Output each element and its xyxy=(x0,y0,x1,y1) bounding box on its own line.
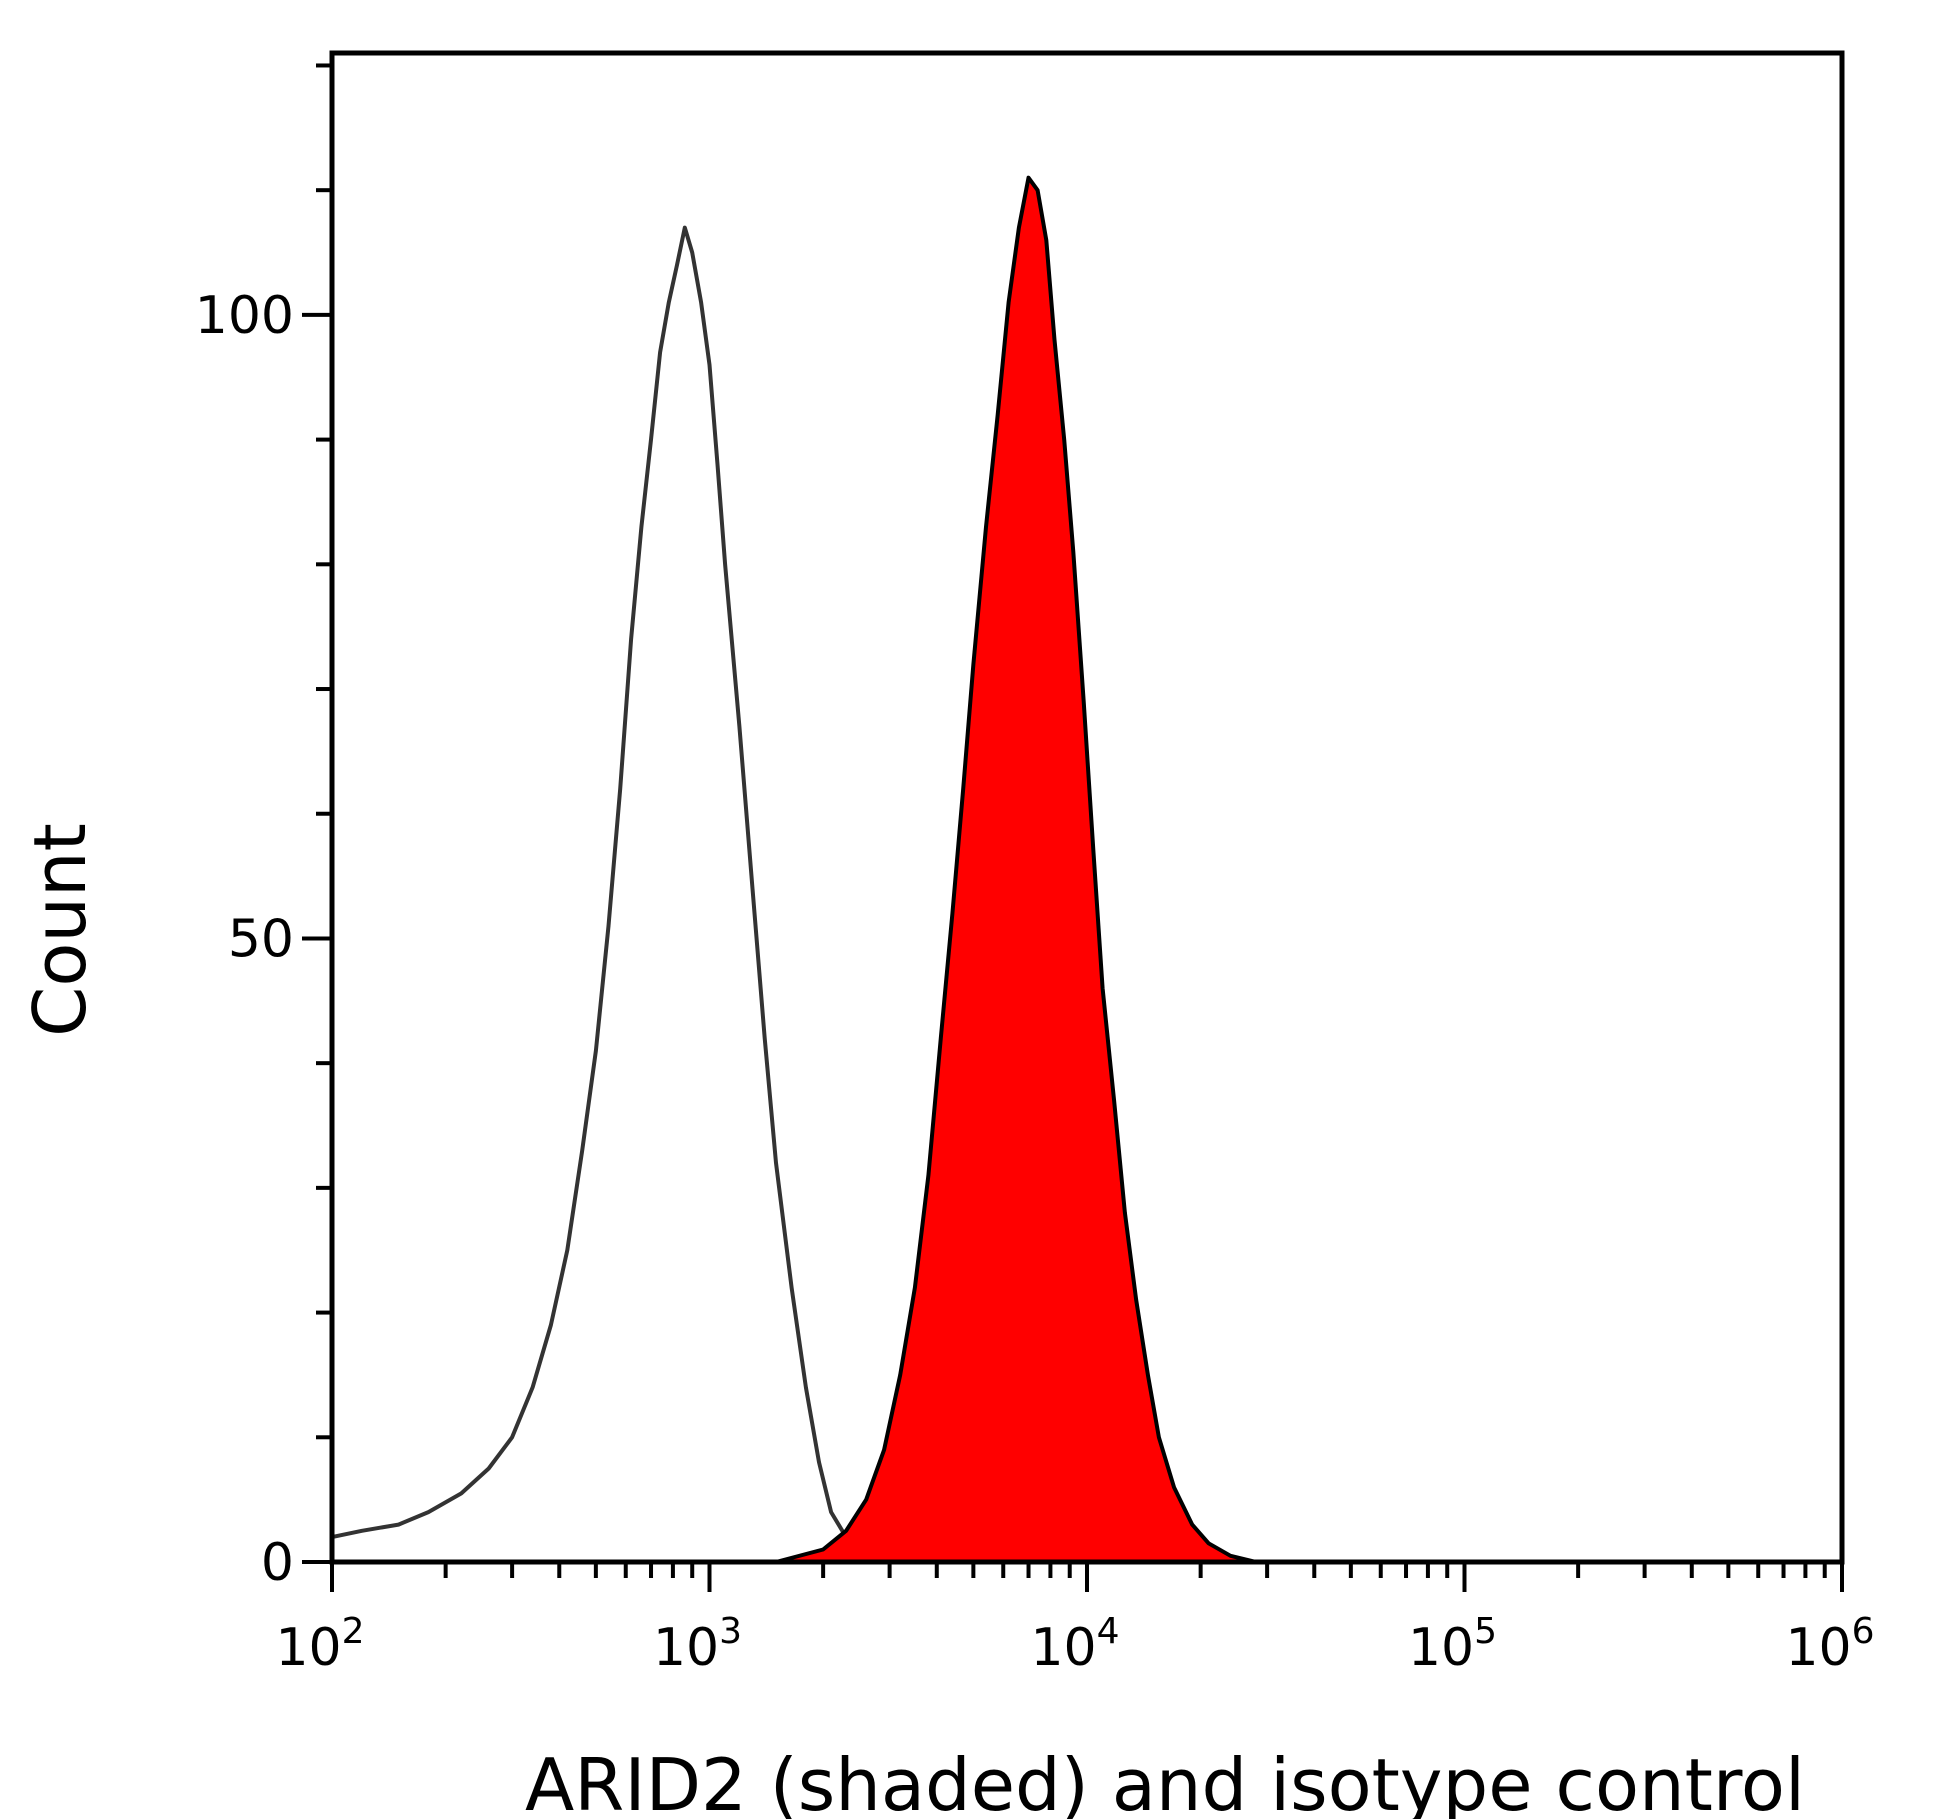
series-isotype-control-line xyxy=(331,225,1004,1564)
series-ARID2-outline xyxy=(775,175,1257,1564)
x-tick-label: 106 xyxy=(1785,1611,1874,1678)
y-tick-label: 100 xyxy=(195,286,294,346)
x-tick-label: 102 xyxy=(275,1611,364,1678)
x-tick-label: 104 xyxy=(1030,1611,1119,1678)
x-axis: 102 103 104 105 106 xyxy=(275,1562,1875,1678)
y-tick-label: 50 xyxy=(228,909,294,969)
y-tick-label: 0 xyxy=(261,1533,294,1593)
x-axis-title: ARID2 (shaded) and isotype control xyxy=(525,1743,1805,1819)
x-tick-label: 105 xyxy=(1408,1611,1497,1678)
series-layer xyxy=(331,175,1842,1565)
y-axis-title: Count xyxy=(18,823,102,1037)
x-tick-label: 103 xyxy=(653,1611,742,1678)
series-ARID2-area xyxy=(776,177,1256,1563)
y-axis: 0 50 100 xyxy=(195,63,332,1593)
